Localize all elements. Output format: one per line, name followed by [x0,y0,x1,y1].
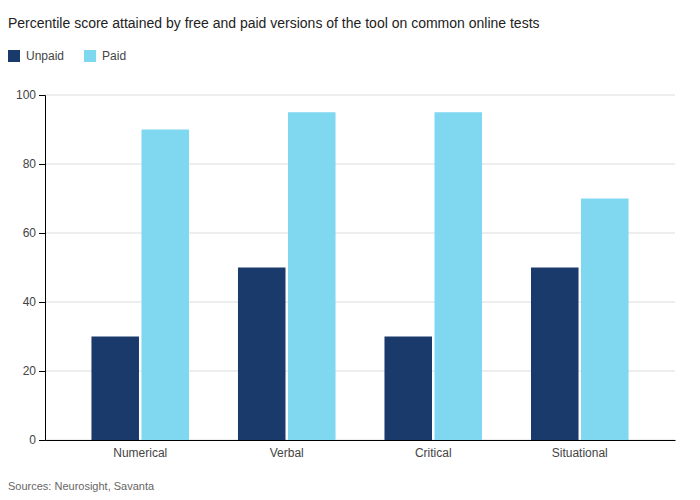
bar [531,268,579,441]
tick-label: Critical [415,446,452,460]
annotation: Sources: Neurosight, Savanta [8,480,155,492]
bar [581,199,629,441]
legend-swatch [8,50,20,62]
legend-label: Paid [102,49,126,63]
title: Percentile score attained by free and pa… [8,15,540,31]
legend: Unpaid Paid [8,49,126,63]
tick: Verbal [270,446,304,460]
legend-swatch [84,50,96,62]
grid-line [45,95,675,96]
bar [435,112,483,440]
tick-label: Situational [552,446,608,460]
grid-line [45,371,675,372]
tick-label: 0 [29,433,36,447]
tick-label: 60 [23,226,37,240]
x-axis: Numerical Verbal Critical Situational [46,441,676,461]
tick-mark [39,95,45,96]
chart: Percentile score attained by free and pa… [0,0,700,500]
legend-item: Unpaid [8,49,64,63]
tick: Situational [552,446,608,460]
grid-line [45,164,675,165]
tick-mark [39,371,45,372]
tick: 60 [23,226,45,240]
axis-line [39,96,46,441]
legend-item: Paid [84,49,126,63]
grid-line [45,302,675,303]
tick: Numerical [113,446,167,460]
y-axis: 0 20 40 60 80 100 [16,88,46,447]
series [141,112,628,440]
tick: Critical [415,446,452,460]
tick-label: 100 [16,88,36,102]
tick: 80 [23,157,45,171]
bar [238,268,286,441]
bar [288,112,336,440]
legend-label: Unpaid [26,49,64,63]
bar [141,130,189,441]
tick-mark [39,164,45,165]
grid-line [45,233,675,234]
bar [91,337,139,441]
tick: 20 [23,364,45,378]
tick-label: 80 [23,157,37,171]
tick-mark [39,440,45,441]
tick-mark [39,233,45,234]
tick: 0 [29,433,45,447]
bar [384,337,432,441]
tick-label: Numerical [113,446,167,460]
axis-line [46,440,676,441]
bars [91,112,628,440]
grid-line [45,440,675,441]
tick: 40 [23,295,45,309]
tick-label: Verbal [270,446,304,460]
tick-label: 20 [23,364,37,378]
tick: 100 [16,88,45,102]
grid [45,95,675,440]
tick-label: 40 [23,295,37,309]
plot: 0 20 40 60 80 100 Numerical Verbal Critical Situa… [16,88,676,460]
tick-mark [39,302,45,303]
